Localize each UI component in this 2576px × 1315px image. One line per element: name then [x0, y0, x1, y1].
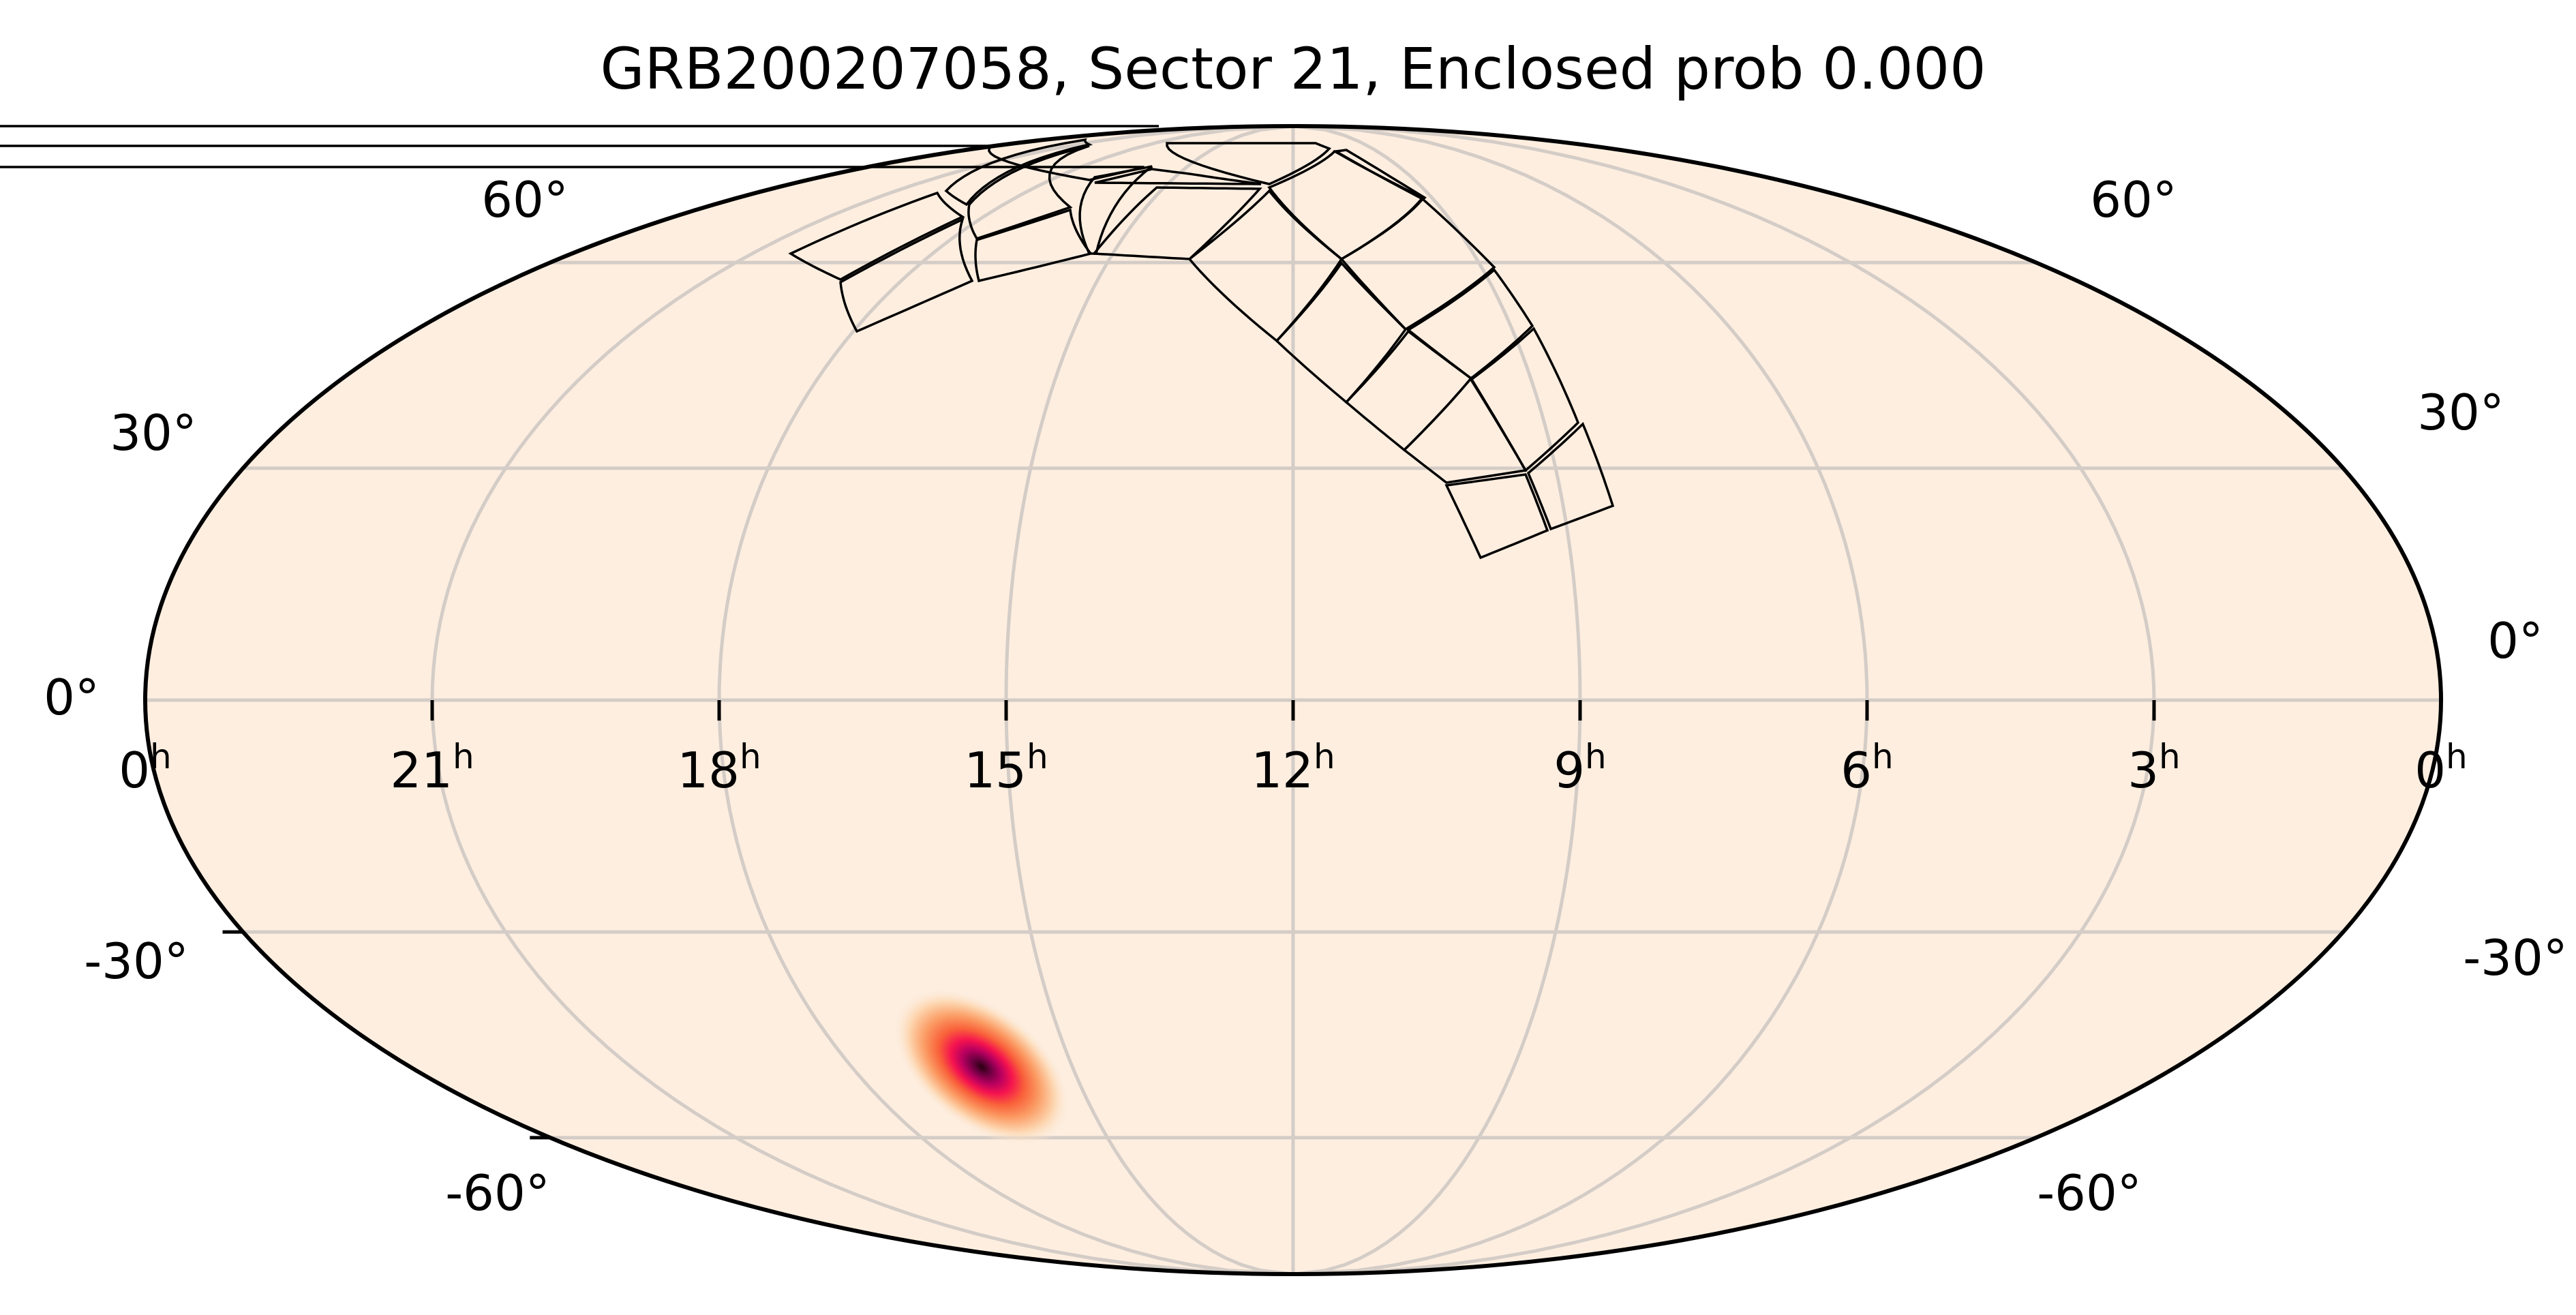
x-tick-label: 21h	[390, 737, 474, 799]
ccd-tile	[1406, 268, 1534, 380]
ccd-tile	[944, 138, 1093, 207]
x-tick-label: 6h	[1840, 737, 1894, 799]
y-tick-label: -30°	[84, 933, 189, 990]
y-tick-label: -60°	[445, 1164, 550, 1222]
chart-title: GRB200207058, Sector 21, Enclosed prob 0…	[600, 35, 1986, 102]
ccd-tile	[1469, 327, 1580, 472]
y-tick-label: -30°	[2463, 929, 2568, 986]
y-tick-label: 30°	[2417, 384, 2504, 441]
x-tick-label: 9h	[1554, 737, 1607, 799]
probability-blob	[892, 988, 1071, 1146]
ccd-tile	[1094, 168, 1262, 185]
x-tick-label: 12h	[1251, 737, 1335, 799]
ccd-tile	[1332, 149, 1427, 201]
x-tick-label: 0h	[2414, 737, 2468, 799]
x-tick-label: 0h	[119, 737, 172, 799]
ccd-tile	[1444, 473, 1549, 560]
ccd-tile	[974, 208, 1093, 283]
x-tick-label: 18h	[677, 737, 761, 799]
y-tick-label: 30°	[110, 404, 197, 462]
plot-frame	[143, 124, 2443, 1276]
ccd-tile	[1091, 186, 1262, 260]
x-tick-label: 3h	[2127, 737, 2181, 799]
sector-footprint	[0, 126, 2576, 560]
ccd-tile	[967, 145, 1090, 241]
y-tick-label: 60°	[2090, 171, 2177, 228]
ccd-tile	[1275, 261, 1408, 404]
ccd-tile	[1526, 421, 1615, 531]
ccd-tile	[839, 217, 974, 333]
y-tick-label: 0°	[2487, 612, 2543, 669]
axis-labels: 0h 21h 18h 15h 12h 9h 6h 3h 0h 60° 60° 30° 30° 0° 0° -3…	[44, 171, 2568, 1222]
y-tick-label: 0°	[44, 669, 100, 726]
x-tick-label: 15h	[964, 737, 1048, 799]
ccd-tile	[1187, 189, 1344, 343]
y-tick-label: -60°	[2037, 1164, 2142, 1222]
ccd-tile	[788, 191, 965, 281]
axis-ticks	[222, 700, 2156, 1140]
y-tick-label: 60°	[481, 171, 569, 228]
ccd-tile	[1166, 142, 1332, 185]
